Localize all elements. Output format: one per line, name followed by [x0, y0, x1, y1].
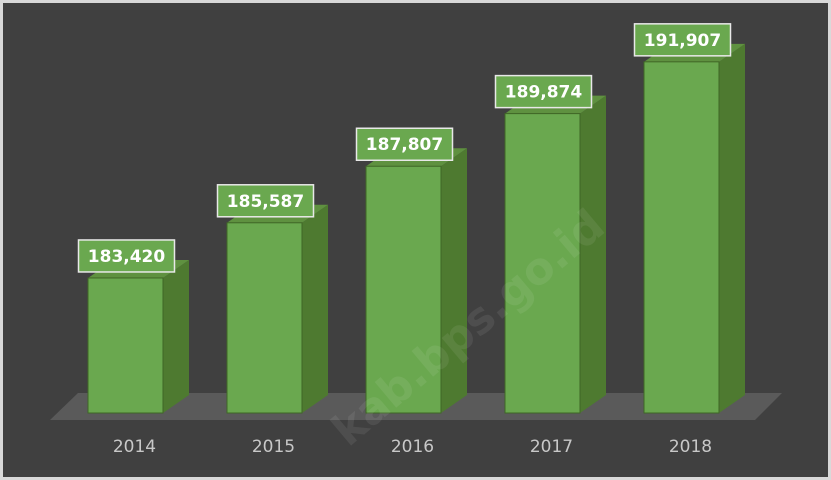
bar-side	[719, 43, 745, 413]
value-label-box	[355, 127, 454, 161]
bar	[226, 222, 303, 414]
bar	[87, 277, 164, 414]
x-tick-label: 2014	[113, 437, 156, 457]
value-label: 185,587	[227, 192, 304, 212]
value-label-box	[77, 239, 176, 273]
bar-side	[441, 148, 467, 413]
x-tick-label: 2016	[391, 437, 434, 457]
x-tick-label: 2017	[530, 437, 573, 457]
value-label: 189,874	[505, 83, 583, 103]
bar	[643, 61, 720, 414]
value-label: 187,807	[366, 135, 443, 155]
bar-side	[163, 259, 189, 413]
value-label-box	[633, 23, 732, 57]
value-label: 191,907	[644, 31, 721, 51]
bar	[504, 113, 581, 414]
x-tick-label: 2015	[252, 437, 295, 457]
value-label: 183,420	[88, 247, 166, 267]
value-label-box	[494, 74, 593, 109]
value-label-box	[216, 184, 315, 218]
x-tick-label: 2018	[669, 437, 712, 457]
bar	[365, 165, 442, 414]
bar-side	[302, 204, 328, 413]
bar-side	[580, 95, 606, 414]
bars: 183,420 185,587 187,807 189,874 191,907	[77, 23, 745, 414]
